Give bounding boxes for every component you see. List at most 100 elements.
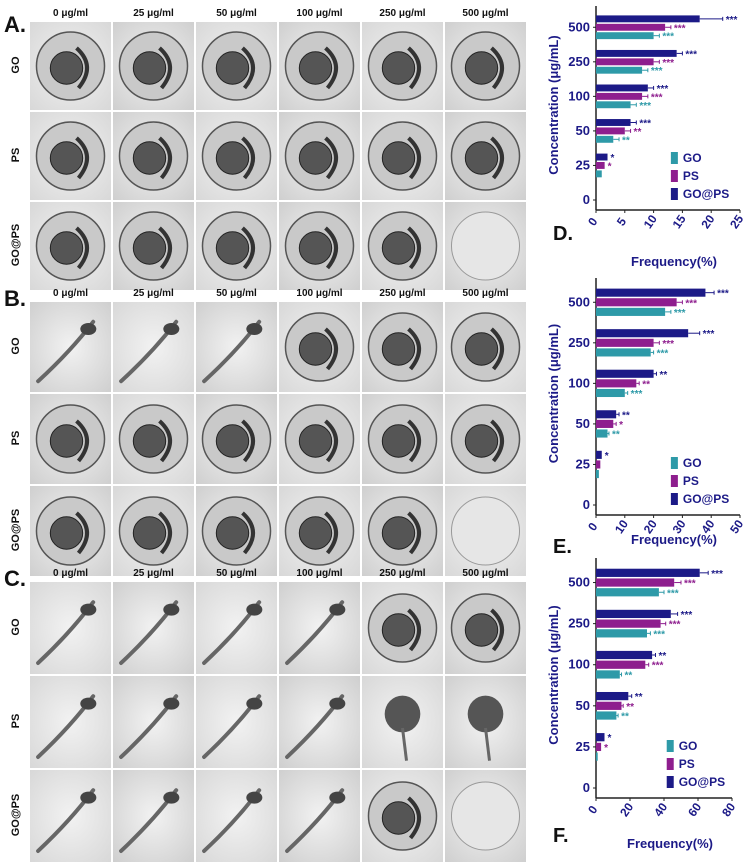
- significance-label: ***: [657, 84, 669, 95]
- bar: [596, 58, 654, 66]
- micrograph-b-0-2: [196, 302, 277, 392]
- panel-letter-a: A.: [4, 12, 26, 37]
- micrograph-a-1-1: [113, 112, 194, 200]
- legend-label: GO: [683, 151, 702, 165]
- bar: [596, 660, 646, 669]
- y-tick-label: 500: [568, 294, 590, 309]
- bar: [596, 288, 706, 297]
- bar: [596, 568, 700, 577]
- significance-label: ***: [717, 289, 729, 300]
- significance-label: ***: [639, 119, 651, 130]
- x-tick-label: 0: [585, 215, 600, 229]
- column-label: 0 μg/ml: [52, 8, 88, 19]
- panel-letter-c: C.: [4, 566, 26, 591]
- significance-label: **: [634, 127, 642, 138]
- micrograph-c-1-5: [445, 676, 526, 768]
- bar: [596, 153, 608, 161]
- column-label: 0 μg/ml: [52, 288, 88, 299]
- micrograph-b-1-3: [279, 394, 360, 484]
- significance-label: **: [622, 135, 630, 146]
- micrograph-c-2-0: [30, 770, 111, 862]
- micrograph-c-0-1: [113, 582, 194, 674]
- column-label: 25 μg/ml: [133, 568, 174, 579]
- significance-label: ***: [703, 329, 715, 340]
- x-tick-label: 0: [585, 520, 600, 534]
- panel-letter-b: B.: [4, 286, 26, 311]
- bar: [596, 419, 614, 428]
- y-tick-label: 250: [568, 616, 590, 631]
- bar: [596, 742, 602, 752]
- micrograph-c-0-5: [445, 582, 526, 674]
- y-tick-label: 250: [568, 335, 590, 350]
- row-label: GO: [10, 56, 22, 74]
- micrograph-c-2-2: [196, 770, 277, 862]
- significance-label: *: [619, 420, 623, 431]
- legend-label: PS: [683, 169, 699, 183]
- column-label: 250 μg/ml: [379, 568, 426, 579]
- micrograph-b-0-5: [445, 302, 526, 392]
- bar: [596, 84, 648, 92]
- micrograph-b-1-5: [445, 394, 526, 484]
- bar: [596, 701, 622, 710]
- micrograph-c-0-0: [30, 582, 111, 674]
- bar: [596, 460, 601, 469]
- bar: [596, 629, 647, 638]
- significance-label: ***: [685, 298, 697, 309]
- significance-label: ***: [674, 23, 686, 34]
- micrograph-c-2-1: [113, 770, 194, 862]
- significance-label: *: [611, 153, 615, 164]
- significance-label: ***: [662, 339, 674, 350]
- bar: [596, 66, 643, 74]
- legend-label: GO@PS: [683, 187, 729, 201]
- legend-label: GO@PS: [679, 775, 725, 789]
- significance-label: **: [621, 712, 629, 723]
- micrograph-b-1-4: [362, 394, 443, 484]
- micrograph-a-2-0: [30, 202, 111, 290]
- panel-letter: E.: [553, 536, 572, 558]
- bar: [596, 119, 631, 126]
- y-tick-label: 50: [576, 416, 590, 431]
- y-axis-label: Concentration (μg/mL): [546, 605, 561, 744]
- column-label: 50 μg/ml: [216, 8, 257, 19]
- column-label: 25 μg/ml: [133, 8, 174, 19]
- column-label: 250 μg/ml: [379, 288, 426, 299]
- y-tick-label: 25: [576, 739, 590, 754]
- micrograph-c-1-0: [30, 676, 111, 768]
- significance-label: ***: [674, 308, 686, 319]
- column-label: 100 μg/ml: [296, 8, 343, 19]
- x-tick-label: 10: [641, 212, 660, 231]
- significance-label: **: [635, 692, 643, 703]
- micrograph-c-1-1: [113, 676, 194, 768]
- significance-label: **: [612, 430, 620, 441]
- y-axis-label: Concentration (μg/mL): [546, 35, 561, 174]
- bar: [596, 92, 643, 100]
- column-label: 100 μg/ml: [296, 568, 343, 579]
- micrograph-b-1-0: [30, 394, 111, 484]
- micrograph-a-0-5: [445, 22, 526, 110]
- bar: [596, 162, 605, 169]
- micrograph-c-0-3: [279, 582, 360, 674]
- significance-label: ***: [681, 610, 693, 621]
- micrograph-b-1-2: [196, 394, 277, 484]
- x-tick-label: 40: [651, 800, 670, 819]
- bar: [596, 752, 598, 761]
- bar: [596, 379, 637, 388]
- x-tick-label: 40: [698, 517, 717, 536]
- column-label: 100 μg/ml: [296, 288, 343, 299]
- micrograph-b-0-4: [362, 302, 443, 392]
- micrograph-b-2-5: [445, 486, 526, 576]
- legend-label: PS: [683, 474, 699, 488]
- row-label: GO@PS: [10, 223, 22, 267]
- micrograph-b-2-2: [196, 486, 277, 576]
- y-tick-label: 50: [576, 698, 590, 713]
- significance-label: ***: [669, 620, 681, 631]
- legend-label: GO: [679, 739, 698, 753]
- micrograph-a-1-4: [362, 112, 443, 200]
- significance-label: **: [659, 651, 667, 662]
- significance-label: ***: [726, 15, 738, 26]
- legend-label: GO: [683, 456, 702, 470]
- bar: [596, 369, 654, 378]
- x-tick-label: 80: [719, 800, 738, 819]
- micrograph-a-2-1: [113, 202, 194, 290]
- bar: [596, 307, 666, 316]
